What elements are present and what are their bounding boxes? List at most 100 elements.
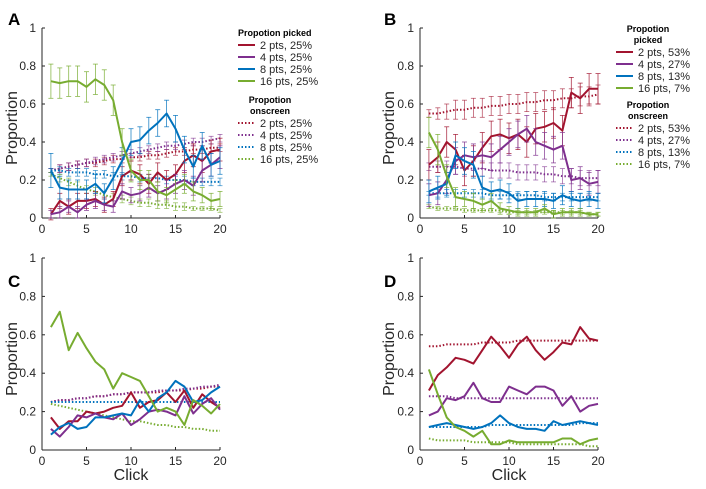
x-tick-label: 20	[213, 454, 227, 468]
series-line	[50, 156, 221, 216]
legend-entry: 2 pts, 53%	[638, 47, 690, 59]
x-tick-label: 20	[591, 222, 605, 236]
legend-entry: 4 pts, 27%	[638, 135, 690, 147]
series-4-pts	[50, 395, 221, 438]
legend-entry: 8 pts, 13%	[638, 147, 690, 159]
x-tick-label: 10	[124, 454, 138, 468]
x-tick-label: 5	[461, 454, 468, 468]
y-tick-label: 1	[407, 251, 414, 265]
series-line	[50, 395, 221, 438]
y-tick-label: 0.8	[397, 289, 414, 303]
y-axis-label: Proportion	[381, 322, 398, 396]
y-tick-label: 0.4	[397, 135, 414, 149]
legend-entry: 16 pts, 7%	[638, 159, 690, 171]
series-line	[427, 369, 599, 446]
series-16-pts-onscreen	[50, 402, 220, 432]
y-axis-label: Proportion	[4, 322, 21, 396]
legend-entry: 2 pts, 25%	[260, 118, 312, 130]
y-tick-label: 0.8	[19, 289, 36, 303]
legend-entry: 4 pts, 25%	[260, 52, 312, 64]
y-tick-label: 0.6	[19, 97, 36, 111]
chart-panel-a: A 0 5 10 15 20 0 0.2 0.4 0.6 0.8 1 Proportion Propoti…	[4, 10, 318, 236]
legend-entry: 8 pts, 25%	[260, 64, 312, 76]
series-16-pts	[427, 369, 599, 446]
series-line	[50, 383, 221, 403]
legend-heading: Propotion	[627, 24, 670, 34]
series-line	[50, 112, 221, 195]
series-4-pts	[428, 381, 599, 417]
series-16-pts-picked	[48, 63, 223, 209]
y-tick-label: 0.6	[397, 97, 414, 111]
y-tick-label: 0.2	[19, 405, 36, 419]
series-2-pts-onscreen	[428, 339, 598, 348]
y-tick-label: 1	[407, 21, 414, 35]
y-tick-label: 0	[407, 443, 414, 457]
panel-letter: C	[8, 272, 20, 291]
series-line	[428, 93, 599, 115]
y-tick-label: 0.2	[397, 173, 414, 187]
x-axis-label: Click	[492, 467, 528, 484]
series-line	[428, 326, 599, 392]
x-tick-label: 0	[417, 454, 424, 468]
legend-heading: Propotion	[627, 100, 670, 110]
panel-letter: B	[384, 10, 396, 29]
chart-panel-b: B 0 5 10 15 20 0 0.2 0.4 0.6 0.8 1 Proportion Propoti…	[381, 10, 690, 236]
legend-heading: onscreen	[250, 106, 290, 116]
y-tick-label: 0.6	[397, 328, 414, 342]
series-line	[50, 169, 220, 183]
x-axis-label: Click	[114, 467, 150, 484]
x-tick-label: 5	[461, 222, 468, 236]
series-line	[428, 414, 599, 432]
series-line	[50, 148, 221, 215]
series-line	[428, 381, 599, 417]
x-tick-label: 15	[169, 454, 183, 468]
series-line	[428, 132, 598, 216]
y-tick-label: 0	[407, 211, 414, 225]
y-tick-label: 0.2	[19, 173, 36, 187]
series-line	[428, 339, 598, 348]
y-tick-label: 1	[29, 21, 36, 35]
legend-entry: 16 pts, 7%	[638, 83, 690, 95]
series-8-pts-picked	[48, 99, 223, 204]
y-axis-label: Proportion	[381, 91, 398, 165]
y-axis-label: Proportion	[4, 91, 21, 165]
series-2-pts-onscreen	[426, 84, 601, 120]
legend-entry: 4 pts, 25%	[260, 130, 312, 142]
legend-heading: picked	[634, 35, 663, 45]
legend-entry: 16 pts, 25%	[260, 154, 318, 166]
series-line	[50, 137, 221, 172]
y-tick-label: 0.6	[19, 328, 36, 342]
x-tick-label: 0	[39, 454, 46, 468]
x-tick-label: 15	[547, 454, 561, 468]
series-line	[50, 379, 221, 436]
y-tick-label: 0.2	[397, 405, 414, 419]
legend-entry: 2 pts, 25%	[260, 40, 312, 52]
series-16-pts-picked	[426, 116, 601, 219]
y-tick-label: 0.8	[397, 59, 414, 73]
series-line	[428, 192, 598, 199]
legend-heading: onscreen	[628, 111, 668, 121]
series-line	[428, 87, 598, 172]
x-tick-label: 10	[124, 222, 138, 236]
legend-entry: 2 pts, 53%	[638, 123, 690, 135]
series-line	[428, 154, 599, 202]
series-16-pts	[50, 310, 221, 426]
x-tick-label: 10	[502, 222, 516, 236]
x-tick-label: 10	[502, 454, 516, 468]
legend-heading: Propotion	[249, 95, 292, 105]
panel-letter: A	[8, 10, 20, 29]
series-line	[50, 310, 221, 426]
x-tick-label: 5	[83, 454, 90, 468]
x-tick-label: 20	[213, 222, 227, 236]
legend-entry: 8 pts, 13%	[638, 71, 690, 83]
series-8-pts-picked	[426, 141, 601, 209]
x-tick-label: 5	[83, 222, 90, 236]
series-8-pts	[50, 379, 221, 436]
chart-panel-c: C 0 5 10 15 20 0 0.2 0.4 0.6 0.8 1 Proportion Click	[4, 251, 227, 484]
series-line	[428, 437, 598, 448]
y-tick-label: 0	[29, 211, 36, 225]
series-line	[428, 127, 599, 197]
series-8-pts	[428, 414, 599, 432]
